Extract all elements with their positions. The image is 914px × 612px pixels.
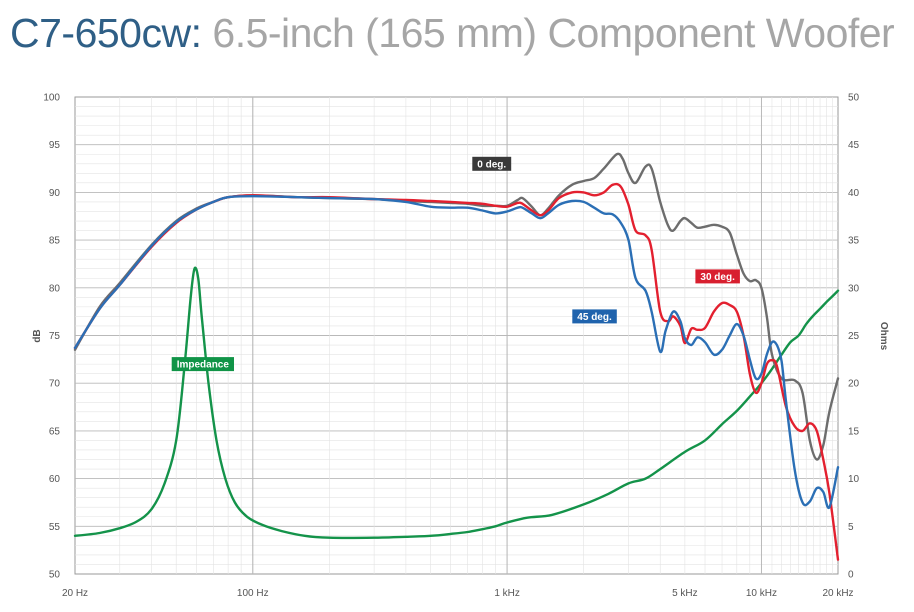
y-axis-title-left: dB	[32, 329, 43, 342]
y-tick-label: 60	[49, 474, 61, 485]
series-label-0-deg: 0 deg.	[472, 156, 512, 171]
y2-tick-label: 35	[848, 236, 860, 247]
grid-lines	[75, 97, 838, 574]
y-tick-label: 65	[49, 426, 61, 437]
series-label-bg	[171, 357, 234, 372]
series-label-45-deg: 45 deg.	[572, 309, 617, 324]
series-label-text: Impedance	[177, 360, 230, 371]
series-label-text: 30 deg.	[700, 272, 735, 283]
x-tick-label: 20 Hz	[62, 588, 88, 599]
y-tick-label: 100	[43, 93, 60, 104]
series-line-45-deg	[73, 195, 840, 510]
x-tick-label: 10 kHz	[746, 588, 777, 599]
series-label-impedance: Impedance	[171, 357, 234, 372]
series-label-text: 0 deg.	[477, 159, 506, 170]
y-tick-label: 70	[49, 379, 61, 390]
y-tick-label: 80	[49, 283, 61, 294]
series-labels: 0 deg. 30 deg. 45 deg. Impedance	[171, 156, 740, 372]
series-label-bg	[695, 269, 740, 284]
series-label-bg	[572, 309, 617, 324]
x-tick-label: 100 Hz	[237, 588, 269, 599]
y2-tick-label: 25	[848, 331, 860, 342]
y-axis-title-right: Ohms	[878, 322, 889, 351]
y-tick-label: 75	[49, 331, 61, 342]
series-label-bg	[472, 156, 512, 171]
y2-tick-label: 30	[848, 283, 860, 294]
y2-tick-label: 50	[848, 93, 860, 104]
chart-title: C7-650cw: 6.5-inch (165 mm) Component Wo…	[10, 8, 895, 58]
curves	[73, 152, 840, 561]
model-name: C7-650cw:	[10, 10, 202, 56]
y-tick-label: 55	[49, 522, 61, 533]
series-label-30-deg: 30 deg.	[695, 269, 740, 284]
y-tick-label: 85	[49, 236, 61, 247]
y-tick-label: 95	[49, 140, 61, 151]
y2-tick-label: 10	[848, 474, 860, 485]
axis-ticks: 50 55 60 65 70 75 80 85 90 95 100 0 5 10 15 20 25 30 35 40 4…	[43, 93, 859, 600]
y2-tick-label: 20	[848, 379, 860, 390]
x-tick-label: 5 kHz	[672, 588, 698, 599]
x-tick-label: 1 kHz	[494, 588, 520, 599]
x-tick-label: 20 kHz	[822, 588, 853, 599]
series-label-text: 45 deg.	[577, 312, 612, 323]
y-tick-label: 90	[49, 188, 61, 199]
y2-tick-label: 0	[848, 570, 854, 581]
y2-tick-label: 15	[848, 426, 860, 437]
y2-tick-label: 5	[848, 522, 854, 533]
product-description: 6.5-inch (165 mm) Component Woofer	[212, 10, 895, 56]
y2-tick-label: 40	[848, 188, 860, 199]
y-tick-label: 50	[49, 570, 61, 581]
y2-tick-label: 45	[848, 140, 860, 151]
